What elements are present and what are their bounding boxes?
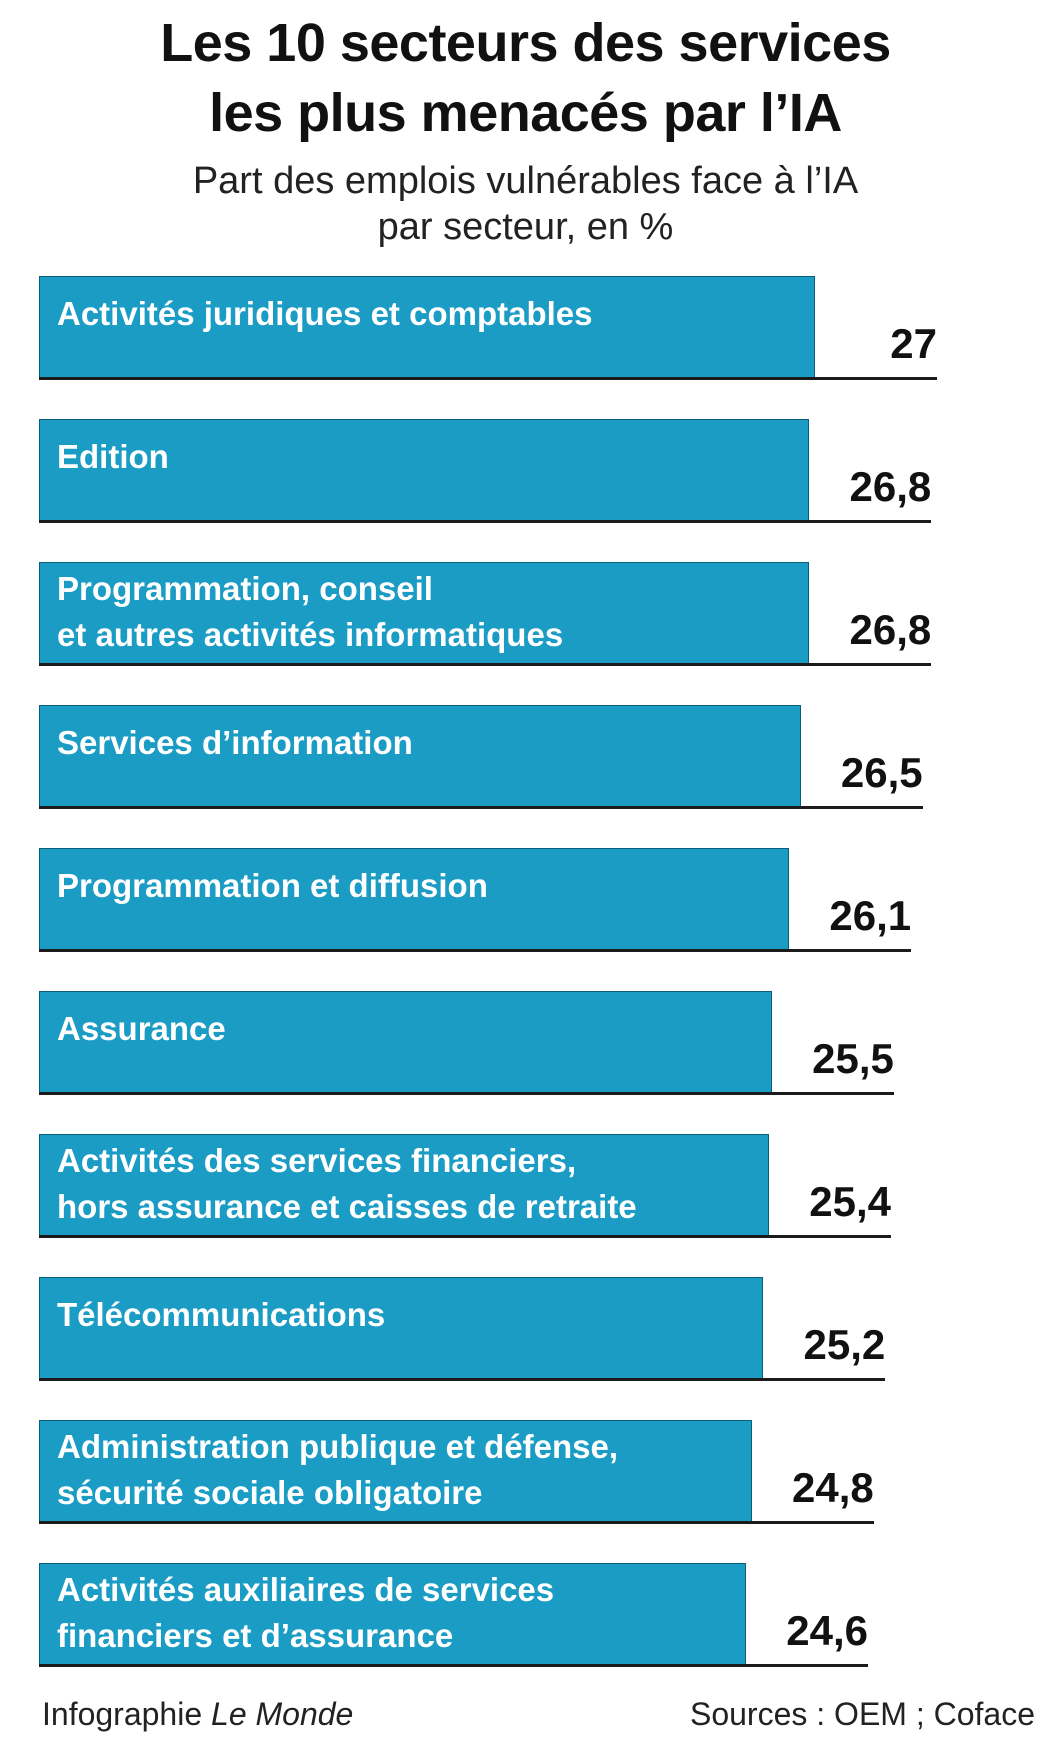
bar (39, 705, 801, 806)
value-label: 24,8 (792, 1464, 874, 1511)
value-label: 26,1 (829, 892, 912, 939)
category-label: Activités juridiques et comptables (57, 295, 593, 332)
baseline-rule (39, 1521, 874, 1524)
baseline-rule (39, 1664, 869, 1667)
credit: Infographie Le Monde (42, 1696, 353, 1733)
value-label: 26,8 (849, 463, 932, 510)
category-label: Activités des services financiers, hors … (57, 1142, 637, 1225)
bar (39, 419, 810, 520)
value-label: 25,2 (803, 1321, 886, 1368)
baseline-rule (39, 520, 932, 523)
bar (39, 1563, 747, 1664)
bar (39, 848, 790, 949)
chart-subtitle: Part des emplois vulnérables face à l’IA… (192, 160, 859, 248)
bar (39, 1420, 752, 1521)
value-label: 25,4 (809, 1178, 891, 1225)
value-label: 24,6 (786, 1607, 869, 1654)
category-label: Services d’information (57, 724, 413, 761)
baseline-rule (39, 806, 923, 809)
baseline-rule (39, 377, 937, 380)
chart-title: Les 10 secteurs des services les plus me… (160, 13, 891, 143)
baseline-rule (39, 1092, 894, 1095)
bar (39, 991, 772, 1092)
credit-publication: Le Monde (211, 1696, 354, 1732)
category-label: Edition (57, 438, 169, 475)
value-label: 25,5 (812, 1035, 894, 1082)
bar (39, 1277, 764, 1378)
category-label: Télécommunications (57, 1296, 386, 1333)
category-label: Assurance (57, 1010, 226, 1047)
value-label: 27 (890, 320, 937, 367)
value-label: 26,8 (849, 606, 932, 653)
value-label: 26,5 (840, 749, 923, 796)
credit-text: Infographie (42, 1696, 203, 1732)
bar (39, 562, 810, 663)
bar (39, 276, 815, 377)
category-label: Activités auxiliaires de services financ… (57, 1571, 555, 1654)
baseline-rule (39, 1378, 886, 1381)
bar (39, 1134, 769, 1235)
baseline-rule (39, 1235, 891, 1238)
category-label: Administration publique et défense, sécu… (57, 1428, 619, 1511)
category-label: Programmation et diffusion (57, 867, 488, 904)
source: Sources : OEM ; Coface (689, 1696, 1035, 1732)
category-label: Programmation, conseil et autres activit… (57, 570, 564, 653)
baseline-rule (39, 949, 912, 952)
baseline-rule (39, 663, 932, 666)
